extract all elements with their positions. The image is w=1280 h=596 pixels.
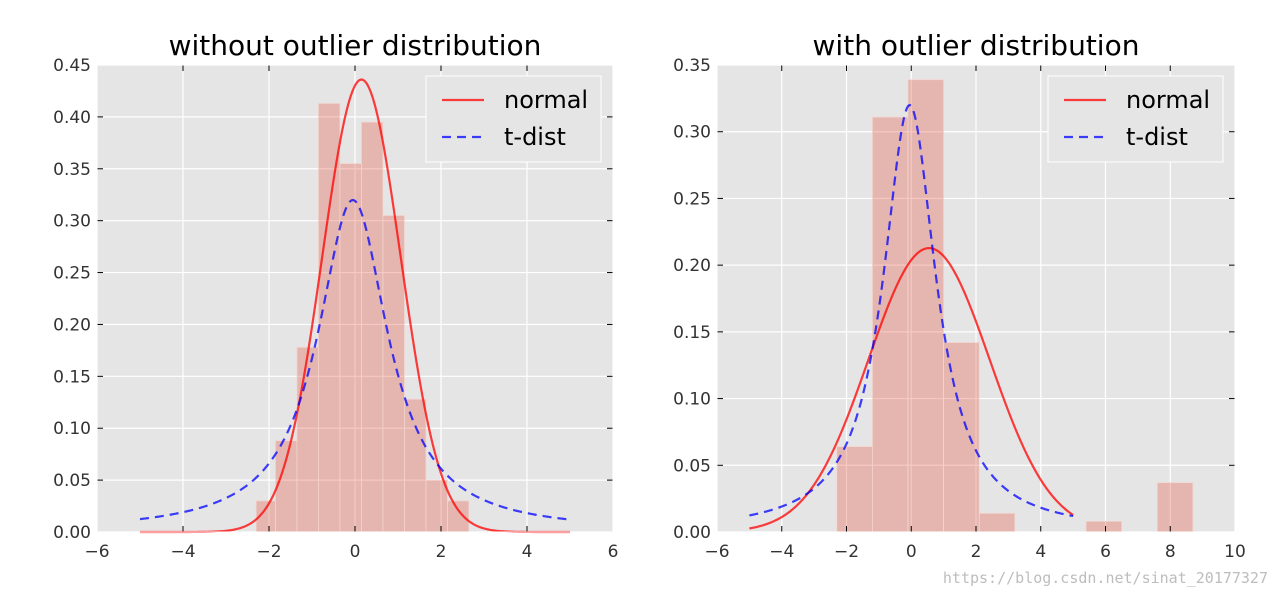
y-tick-label: 0.10 — [673, 390, 711, 410]
left-panel-without-outlier: −6 −4 −2 0 2 4 6 0.00 0.05 0.10 0.15 0.20 0.25 0.30 0.… — [53, 29, 618, 562]
legend-label-normal: normal — [1126, 86, 1210, 114]
y-tick-label: 0.20 — [53, 315, 91, 335]
x-tick-label: 6 — [1100, 542, 1111, 562]
y-tick-label: 0.30 — [673, 123, 711, 143]
x-tick-label: 0 — [350, 542, 361, 562]
y-tick-label: 0.05 — [673, 456, 711, 476]
y-tick-label: 0.00 — [673, 523, 711, 543]
series-line-normal — [749, 247, 1074, 530]
histogram-bar — [275, 440, 298, 533]
y-tick-label: 0.10 — [53, 419, 91, 439]
x-tick-label: 4 — [1035, 542, 1046, 562]
y-tick-label: 0.30 — [53, 212, 91, 232]
y-tick-label: 0.05 — [53, 471, 91, 491]
y-tick-label: 0.40 — [53, 108, 91, 128]
y-tick-label: 0.25 — [673, 189, 711, 209]
histogram-bar — [404, 398, 427, 533]
legend-label-t-dist: t-dist — [1126, 123, 1188, 151]
histogram-bar — [1156, 482, 1194, 533]
chart-title: without outlier distribution — [169, 29, 542, 62]
x-tick-label: −4 — [170, 542, 195, 562]
legend-label-normal: normal — [504, 86, 588, 114]
histogram-bar — [361, 121, 384, 533]
right-panel-with-outlier: −6 −4 −2 0 2 4 6 8 10 0.00 0.05 0.10 0.15 0.20 0.25 0.3… — [673, 29, 1246, 562]
legend-label-t-dist: t-dist — [504, 123, 566, 151]
x-tick-label: 0 — [906, 542, 917, 562]
y-tick-label: 0.45 — [53, 56, 91, 76]
x-tick-label: 4 — [522, 542, 533, 562]
x-tick-label: 8 — [1165, 542, 1176, 562]
histogram-bar — [943, 342, 980, 533]
histogram-bar — [1085, 520, 1123, 533]
y-tick-label: 0.15 — [53, 367, 91, 387]
histogram-bar — [872, 116, 909, 533]
legend: normal t-dist — [1047, 75, 1224, 163]
x-tick-label: −2 — [834, 542, 859, 562]
y-tick-label: 0.35 — [53, 160, 91, 180]
histogram-bar — [836, 446, 873, 533]
histogram-bar — [907, 79, 945, 533]
x-tick-label: 6 — [608, 542, 619, 562]
x-tick-label: −2 — [256, 542, 281, 562]
histogram-bar — [978, 512, 1016, 533]
y-tick-label: 0.35 — [673, 56, 711, 76]
x-tick-label: 2 — [436, 542, 447, 562]
watermark-text: https://blog.csdn.net/sinat_20177327 — [943, 569, 1268, 587]
histogram-bar — [425, 479, 448, 533]
legend-box — [1047, 75, 1224, 163]
x-tick-label: 2 — [971, 542, 982, 562]
chart-title: with outlier distribution — [813, 29, 1140, 62]
y-tick-label: 0.00 — [53, 523, 91, 543]
histogram-bar — [339, 163, 362, 533]
x-tick-label: −6 — [704, 542, 729, 562]
x-tick-label: −6 — [84, 542, 109, 562]
y-tick-label: 0.20 — [673, 256, 711, 276]
x-tick-label: −4 — [769, 542, 794, 562]
axes-frame — [716, 64, 1236, 533]
legend-box — [425, 75, 602, 163]
x-tick-label: 10 — [1224, 542, 1246, 562]
series-line-t-dist — [139, 199, 571, 521]
axes-frame — [96, 64, 614, 533]
series-line-t-dist — [749, 104, 1074, 518]
legend: normal t-dist — [425, 75, 602, 163]
y-tick-label: 0.15 — [673, 323, 711, 343]
histogram-bar — [447, 500, 470, 533]
y-tick-label: 0.25 — [53, 264, 91, 284]
